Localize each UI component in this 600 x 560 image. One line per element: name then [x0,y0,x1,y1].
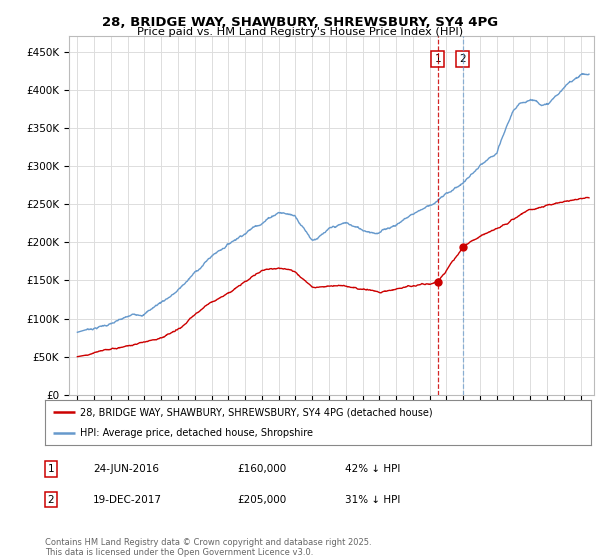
Text: 19-DEC-2017: 19-DEC-2017 [93,494,162,505]
Text: Price paid vs. HM Land Registry's House Price Index (HPI): Price paid vs. HM Land Registry's House … [137,27,463,37]
Text: 24-JUN-2016: 24-JUN-2016 [93,464,159,474]
Text: 1: 1 [434,54,441,64]
Text: 1: 1 [47,464,55,474]
Text: 42% ↓ HPI: 42% ↓ HPI [345,464,400,474]
Text: 31% ↓ HPI: 31% ↓ HPI [345,494,400,505]
Text: Contains HM Land Registry data © Crown copyright and database right 2025.
This d: Contains HM Land Registry data © Crown c… [45,538,371,557]
Text: £205,000: £205,000 [237,494,286,505]
Text: 28, BRIDGE WAY, SHAWBURY, SHREWSBURY, SY4 4PG (detached house): 28, BRIDGE WAY, SHAWBURY, SHREWSBURY, SY… [80,408,433,418]
Text: HPI: Average price, detached house, Shropshire: HPI: Average price, detached house, Shro… [80,428,313,438]
Text: 2: 2 [460,54,466,64]
Text: 28, BRIDGE WAY, SHAWBURY, SHREWSBURY, SY4 4PG: 28, BRIDGE WAY, SHAWBURY, SHREWSBURY, SY… [102,16,498,29]
Text: 2: 2 [47,494,55,505]
Text: £160,000: £160,000 [237,464,286,474]
